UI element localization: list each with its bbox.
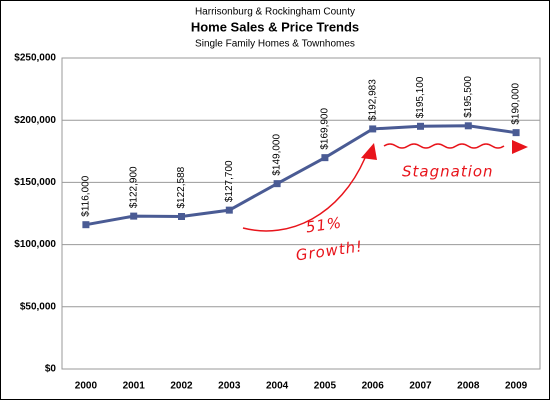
value-label: $190,000 [511,82,522,124]
value-label: $116,000 [81,175,92,216]
value-label: $149,000 [272,133,283,175]
data-point [225,206,233,214]
x-tick-label: 2008 [457,381,480,392]
value-label: $127,700 [224,160,235,202]
stagnation-arrow [383,143,505,149]
arrowhead [361,143,377,160]
growth-arrow [242,157,366,232]
value-label: $122,900 [128,166,139,208]
data-point [273,180,281,188]
x-tick-label: 2001 [123,381,146,392]
x-tick-label: 2006 [362,381,385,392]
data-point [417,122,424,130]
value-label: $195,100 [415,76,426,118]
annotation: 51% [305,214,343,237]
x-tick-label: 2004 [266,381,289,392]
y-tick-label: $250,000 [14,53,56,64]
value-label: $122,588 [176,166,187,208]
value-label: $169,900 [320,107,331,149]
x-tick-label: 2002 [170,381,193,392]
chart-subtitle: Home Sales & Price Trends [191,19,359,34]
y-tick-label: $150,000 [14,177,56,188]
value-label: $192,983 [367,79,378,121]
data-line [85,124,517,227]
data-point [512,129,520,137]
x-tick-label: 2007 [409,381,432,392]
annotation: Stagnation [402,163,494,181]
y-tick-label: $100,000 [14,239,56,250]
arrowhead [512,140,528,154]
x-tick-label: 2000 [75,381,98,392]
y-tick-label: $200,000 [14,115,56,126]
data-point [130,212,138,220]
data-point [82,221,90,229]
data-point [464,122,472,130]
chart-title: Harrisonburg & Rockingham County [195,7,355,18]
y-tick-label: $50,000 [20,301,57,312]
data-point [321,154,329,162]
data-point [369,125,377,133]
data-point [178,213,185,221]
chart-subtitle: Single Family Homes & Townhomes [195,39,355,50]
x-tick-label: 2003 [218,381,241,392]
x-tick-label: 2005 [314,381,337,392]
y-tick-label: $0 [45,364,57,375]
value-label: $195,500 [463,76,474,118]
x-tick-label: 2009 [505,381,528,392]
